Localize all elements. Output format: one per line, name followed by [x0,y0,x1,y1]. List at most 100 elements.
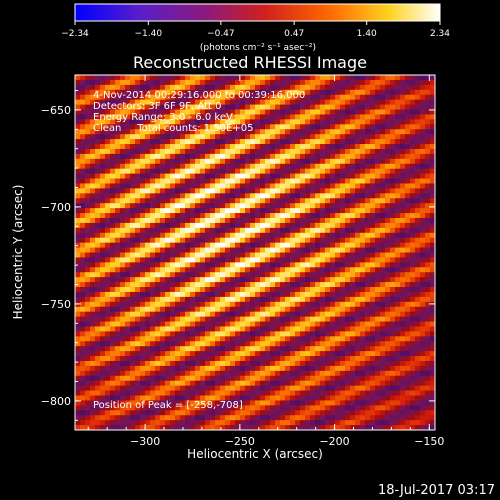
heatmap-cell [140,75,146,81]
heatmap-cell [395,79,401,86]
heatmap-cell [260,104,266,110]
heatmap-cell [95,89,101,96]
heatmap-cell [325,163,331,170]
heatmap-cell [325,79,331,86]
heatmap-cell [335,415,341,421]
heatmap-cell [250,163,256,170]
heatmap-cell [145,232,151,239]
heatmap-cell [270,360,276,367]
heatmap-cell [135,282,141,288]
heatmap-cell [250,134,256,140]
heatmap-cell [235,227,241,234]
heatmap-cell [210,395,216,401]
heatmap-cell [90,311,96,317]
heatmap-cell [305,262,311,268]
heatmap-cell [375,415,381,421]
heatmap-cell [315,356,321,362]
heatmap-cell [345,89,351,96]
heatmap-cell [130,390,136,396]
heatmap-cell [160,227,166,234]
heatmap-cell [115,134,121,140]
heatmap-cell [315,124,321,130]
heatmap-cell [285,262,291,268]
heatmap-cell [405,287,411,293]
colorbar-tick-label: 0.47 [284,29,304,39]
heatmap-cell [350,124,356,130]
heatmap-cell [175,208,181,214]
heatmap-cell [270,208,276,214]
heatmap-cell [220,321,226,327]
heatmap-cell [295,178,301,184]
heatmap-cell [90,242,96,248]
heatmap-cell [400,425,406,431]
heatmap-cell [125,109,131,115]
heatmap-cell [170,217,176,224]
heatmap-cell [290,420,296,426]
heatmap-cell [175,405,181,411]
heatmap-cell [95,213,101,219]
heatmap-cell [365,336,371,342]
heatmap-cell [280,400,286,406]
heatmap-cell [340,153,346,160]
heatmap-cell [395,301,401,308]
heatmap-cell [350,193,356,199]
heatmap-cell [125,415,131,421]
heatmap-cell [300,336,306,342]
heatmap-cell [365,311,371,317]
heatmap-cell [235,222,241,229]
heatmap-cell [415,380,421,387]
heatmap-cell [155,247,161,253]
heatmap-cell [345,242,351,248]
heatmap-cell [215,75,221,81]
heatmap-cell [140,296,146,303]
heatmap-cell [280,267,286,273]
heatmap-cell [225,272,231,278]
heatmap-cell [225,405,231,411]
heatmap-cell [375,158,381,165]
heatmap-cell [310,148,316,155]
heatmap-cell [280,124,286,130]
heatmap-cell [415,119,421,125]
heatmap-cell [400,183,406,189]
heatmap-cell [225,158,231,165]
heatmap-cell [405,139,411,145]
heatmap-cell [250,109,256,115]
heatmap-cell [150,282,156,288]
heatmap-cell [340,89,346,96]
heatmap-cell [390,365,396,372]
heatmap-cell [105,217,111,224]
heatmap-cell [405,311,411,317]
heatmap-cell [160,410,166,416]
heatmap-cell [305,237,311,244]
heatmap-cell [105,390,111,396]
heatmap-cell [240,158,246,165]
heatmap-cell [370,104,376,110]
heatmap-cell [95,104,101,110]
heatmap-cell [385,252,391,258]
heatmap-cell [200,365,206,372]
heatmap-cell [275,153,281,160]
heatmap-cell [305,311,311,317]
heatmap-cell [205,380,211,387]
heatmap-cell [155,405,161,411]
heatmap-cell [235,158,241,165]
heatmap-cell [110,99,116,105]
heatmap-cell [105,178,111,184]
heatmap-cell [125,208,131,214]
heatmap-cell [360,410,366,416]
heatmap-cell [285,158,291,165]
heatmap-cell [410,144,416,150]
heatmap-cell [210,410,216,416]
heatmap-cell [410,267,416,273]
heatmap-cell [205,193,211,199]
heatmap-cell [375,173,381,179]
heatmap-cell [105,296,111,303]
heatmap-cell [275,326,281,332]
heatmap-cell [225,247,231,253]
heatmap-cell [265,148,271,155]
heatmap-cell [340,148,346,155]
heatmap-cell [255,222,261,229]
heatmap-cell [215,272,221,278]
heatmap-cell [265,232,271,239]
heatmap-cell [375,287,381,293]
